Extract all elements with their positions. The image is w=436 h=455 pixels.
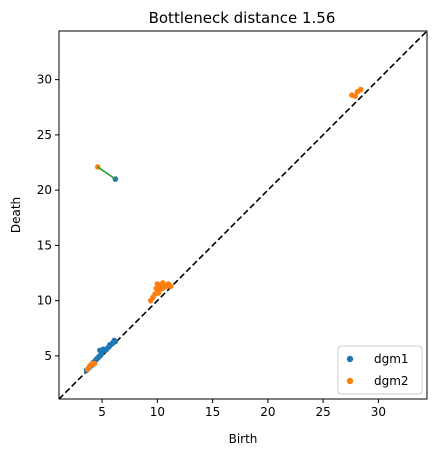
- ticks-layer: 5 10 15 20 25 30 5 10 15 20 25 30: [37, 73, 386, 419]
- dgm2-point-17: [167, 283, 174, 290]
- x-tick-label-30: 30: [371, 405, 386, 419]
- legend-marker-dgm1: [346, 355, 354, 363]
- x-tick-label-25: 25: [315, 405, 330, 419]
- legend-box: [337, 345, 423, 395]
- y-tick-label-25: 25: [37, 128, 52, 142]
- y-tick-label-20: 20: [37, 183, 52, 197]
- diagonal-layer: [59, 31, 427, 399]
- x-axis-label: Birth: [229, 432, 258, 446]
- chart-title: Bottleneck distance 1.56: [149, 9, 336, 27]
- legend-label-dgm1: dgm1: [374, 352, 409, 366]
- x-tick-label-5: 5: [98, 405, 106, 419]
- y-axis-label: Death: [9, 197, 23, 233]
- dgm2-point-3: [91, 360, 98, 367]
- dgm2-point-19: [352, 93, 358, 100]
- x-tick-label-20: 20: [260, 405, 275, 419]
- legend: dgm1 dgm2: [337, 345, 423, 395]
- x-tick-label-15: 15: [205, 405, 220, 419]
- y-tick-label-30: 30: [37, 73, 52, 87]
- y-tick-label-10: 10: [37, 294, 52, 308]
- series-dgm2: [84, 86, 364, 372]
- y-tick-label-5: 5: [44, 349, 52, 363]
- bottleneck-matching-line: [97, 166, 116, 180]
- legend-label-dgm2: dgm2: [374, 374, 409, 388]
- y-tick-label-15: 15: [37, 238, 52, 252]
- plot-frame: [58, 30, 428, 400]
- legend-marker-dgm2: [346, 377, 354, 385]
- dgm2-point-21: [357, 86, 364, 93]
- points-layer: [83, 86, 364, 374]
- series-dgm1: [83, 176, 119, 374]
- dgm1-point-23: [112, 338, 119, 345]
- diagonal-line: [59, 31, 427, 399]
- x-tick-label-10: 10: [150, 405, 165, 419]
